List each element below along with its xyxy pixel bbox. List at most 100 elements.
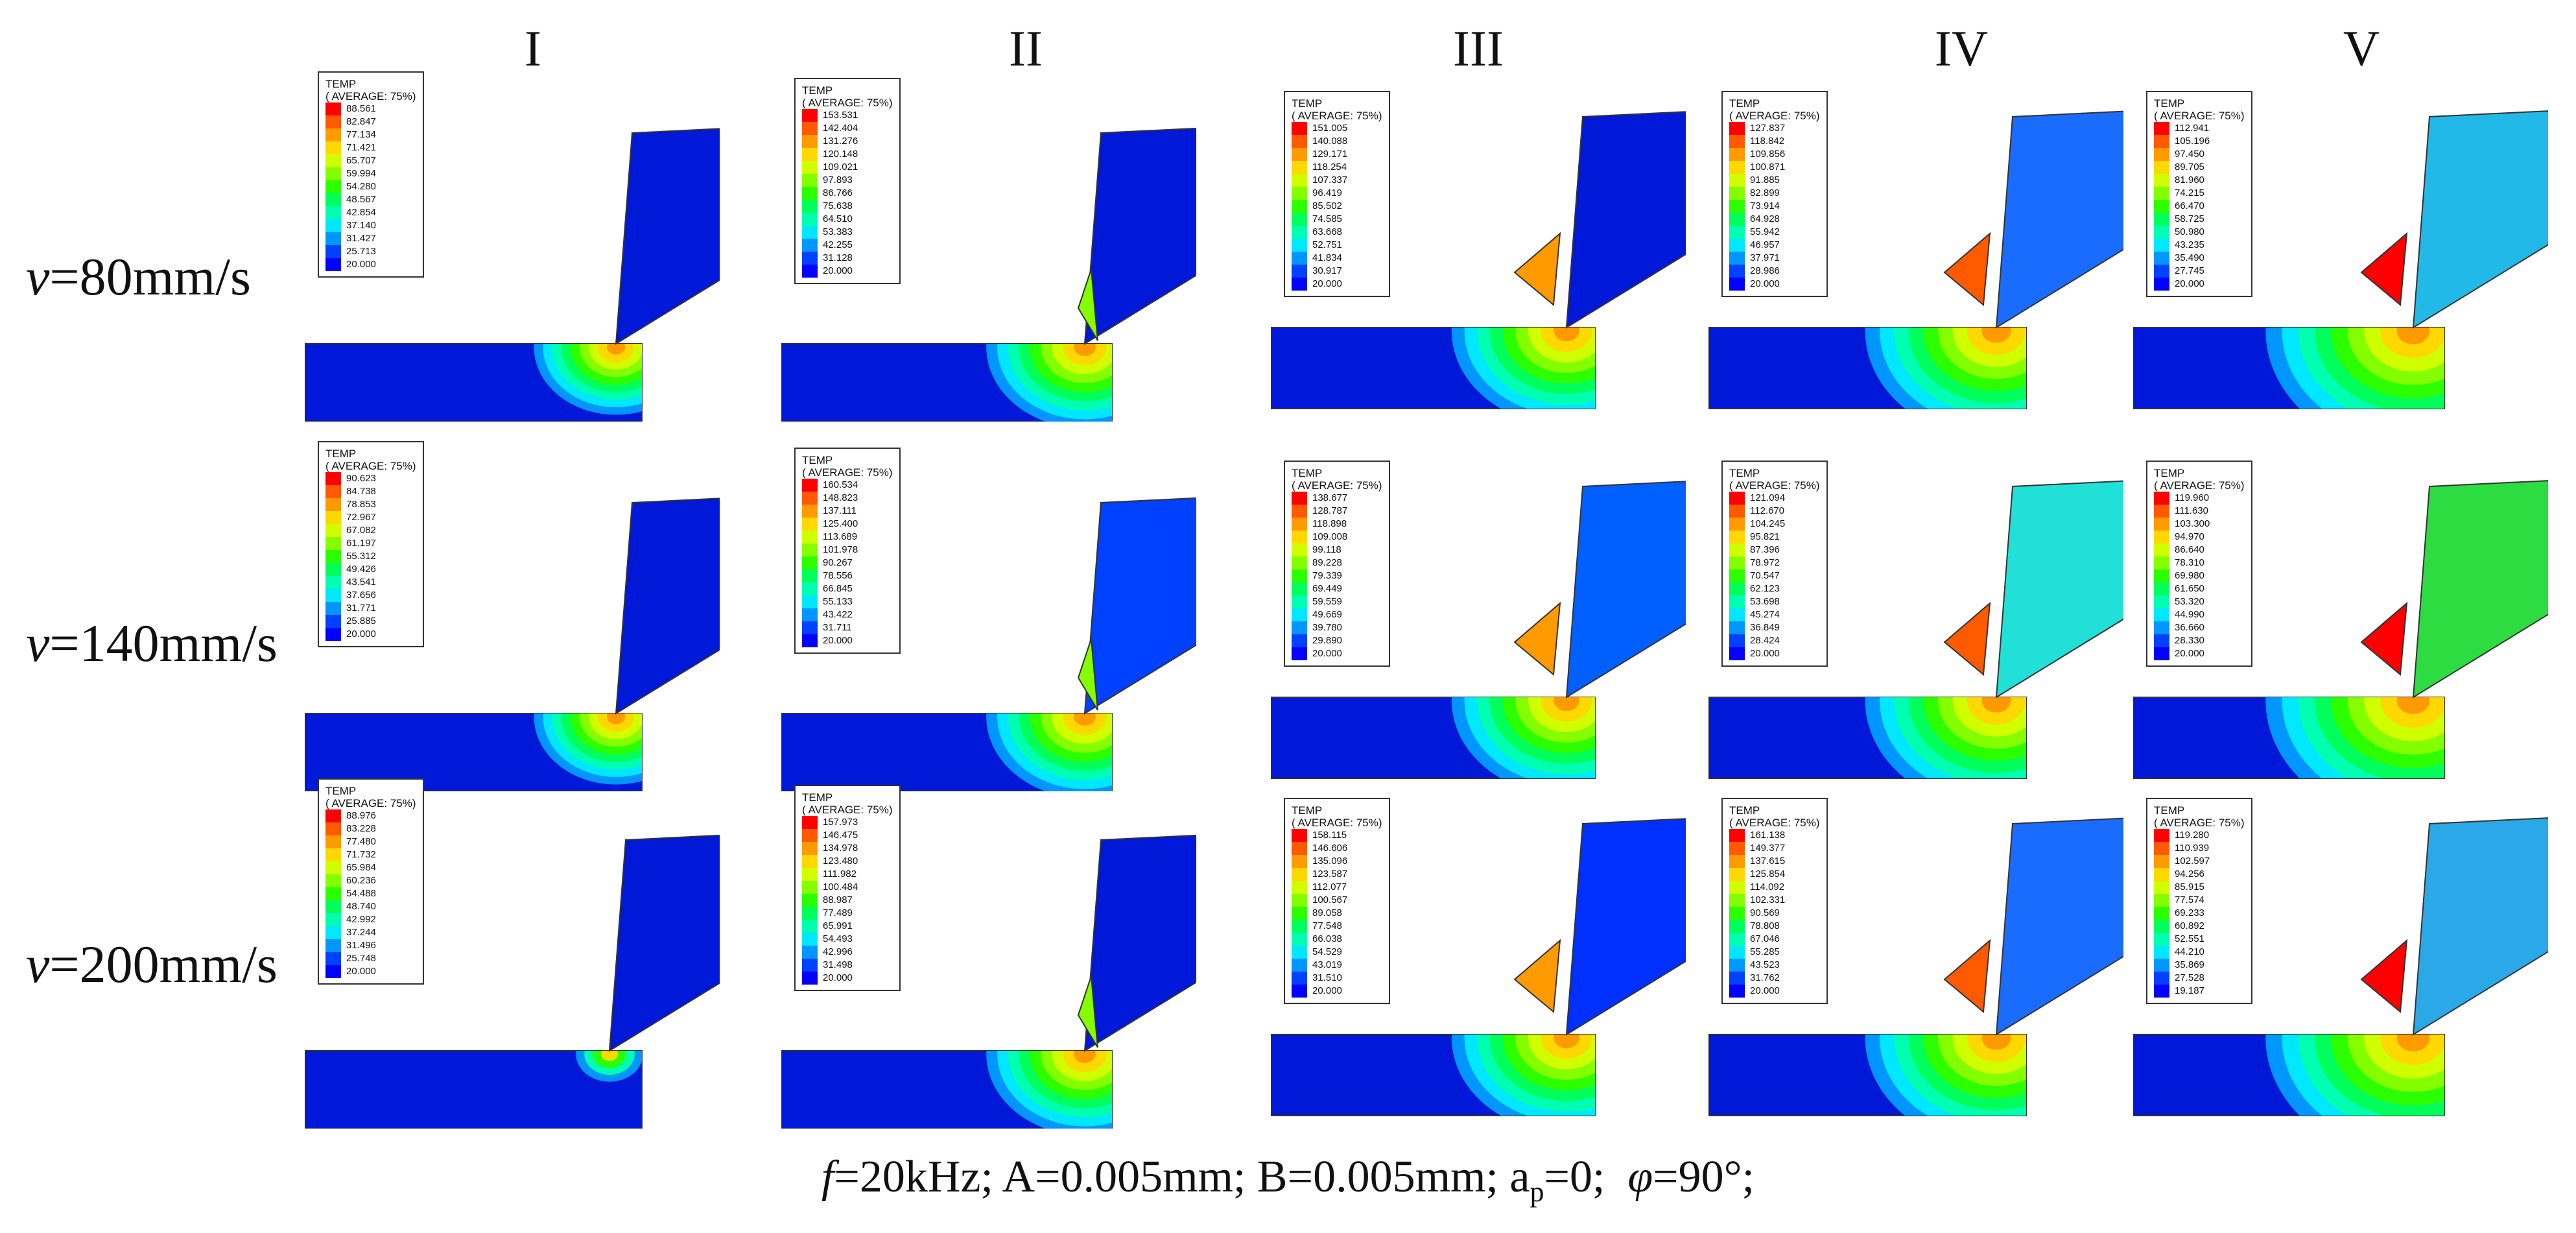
legend-value: 78.808 (1750, 920, 1780, 931)
legend-value: 137.615 (1750, 856, 1786, 867)
legend-value: 27.528 (2175, 972, 2204, 983)
contour-plot (1708, 809, 2154, 1116)
legend-value: 28.986 (1750, 265, 1780, 276)
legend-value: 70.547 (1750, 570, 1780, 581)
temperature-legend: TEMP( AVERAGE: 75%) 158.115 146.606 135.096… (1284, 798, 1390, 1004)
sim-panel-r1-c2: TEMP( AVERAGE: 75%) 153.531 142.404 131.276… (781, 78, 1242, 422)
legend-value: 97.893 (823, 174, 853, 186)
legend-title: TEMP (1292, 467, 1323, 479)
legend-value: 60.236 (346, 875, 376, 886)
separated-chip (1513, 601, 1561, 676)
legend-value: 37.971 (1750, 252, 1780, 263)
separated-chip (1513, 232, 1561, 306)
cutting-tool (1083, 125, 1235, 345)
legend-value: 120.148 (823, 149, 858, 160)
legend-value: 102.331 (1750, 894, 1786, 905)
cutting-tool (1995, 109, 2147, 329)
legend-value: 31.771 (346, 603, 376, 614)
legend-value: 28.330 (2175, 635, 2204, 646)
contour-plot (1708, 472, 2154, 779)
legend-color-bar (1292, 122, 1307, 291)
legend-value: 48.567 (346, 194, 376, 205)
legend-value: 20.000 (2175, 278, 2204, 289)
sim-panel-r2-c1: TEMP( AVERAGE: 75%) 90.623 84.738 78.853 72.… (304, 441, 774, 792)
legend-value: 42.255 (823, 239, 853, 250)
legend-value: 95.821 (1750, 531, 1780, 542)
legend-value: 123.480 (823, 856, 858, 867)
legend-title: TEMP (325, 785, 357, 797)
legend-title: TEMP (325, 448, 357, 460)
contour-plot (2133, 102, 2571, 409)
separated-chip (2360, 232, 2408, 306)
separated-chip (2360, 601, 2408, 676)
legend-value: 118.842 (1750, 136, 1785, 147)
temperature-legend: TEMP( AVERAGE: 75%) 121.094 112.670 104.245… (1721, 461, 1828, 667)
temperature-legend: TEMP( AVERAGE: 75%) 157.973 146.475 134.978… (794, 785, 901, 991)
separated-chip (1943, 232, 1991, 306)
cutting-tool (1083, 495, 1235, 715)
legend-value: 31.496 (346, 940, 376, 951)
row-header-speed-200: v=200mm/s (26, 935, 278, 994)
legend-value: 85.915 (2175, 881, 2204, 892)
temperature-legend: TEMP( AVERAGE: 75%) 161.138 149.377 137.615… (1721, 798, 1828, 1004)
legend-value: 74.215 (2175, 187, 2204, 198)
legend-value: 85.502 (1312, 200, 1342, 211)
sim-panel-r2-c3: TEMP( AVERAGE: 75%) 138.677 128.787 118.898… (1270, 461, 1724, 791)
legend-value: 53.320 (2175, 596, 2204, 607)
legend-value: 110.939 (2175, 843, 2210, 854)
legend-value: 74.585 (1312, 213, 1342, 224)
legend-subtitle: ( AVERAGE: 75%) (325, 460, 416, 472)
legend-color-bar (325, 809, 341, 978)
legend-value: 46.957 (1750, 239, 1780, 250)
legend-value: 73.914 (1750, 200, 1780, 211)
chip-root (1077, 638, 1098, 711)
contour-plot (2133, 809, 2571, 1116)
legend-value: 109.021 (823, 162, 858, 173)
legend-value: 36.849 (1750, 622, 1780, 633)
legend-color-bar (2154, 492, 2169, 660)
legend-value: 39.780 (1312, 622, 1342, 633)
legend-value: 84.738 (346, 486, 376, 497)
sim-panel-r3-c1: TEMP( AVERAGE: 75%) 88.976 83.228 77.480 71.… (304, 778, 767, 1129)
legend-value: 66.845 (823, 583, 853, 594)
legend-value: 69.980 (2175, 570, 2204, 581)
legend-value: 55.133 (823, 596, 853, 607)
legend-value: 43.523 (1750, 959, 1780, 970)
column-header-2: II (1009, 20, 1043, 77)
legend-value: 45.274 (1750, 609, 1780, 620)
legend-value: 79.339 (1312, 570, 1342, 581)
legend-value: 31.128 (823, 252, 853, 263)
temperature-legend: TEMP( AVERAGE: 75%) 119.960 111.630 103.300… (2146, 461, 2252, 667)
temperature-field (534, 344, 642, 415)
legend-value: 43.541 (346, 577, 376, 588)
legend-value: 20.000 (1312, 278, 1342, 289)
legend-value: 129.171 (1312, 149, 1348, 160)
legend-value: 25.748 (346, 953, 376, 964)
legend-value: 28.424 (1750, 635, 1780, 646)
legend-title: TEMP (325, 78, 357, 90)
legend-value: 104.245 (1750, 518, 1786, 529)
temperature-field (1451, 697, 1595, 778)
legend-value: 41.834 (1312, 252, 1342, 263)
legend-title: TEMP (1729, 467, 1760, 479)
legend-value: 19.187 (2175, 985, 2204, 996)
legend-value: 119.280 (2175, 830, 2210, 841)
legend-value: 59.559 (1312, 596, 1342, 607)
legend-color-bar (1292, 492, 1307, 660)
legend-value: 64.510 (823, 213, 853, 224)
legend-value: 146.606 (1312, 843, 1348, 854)
legend-value: 87.396 (1750, 544, 1780, 555)
legend-value: 60.892 (2175, 920, 2204, 931)
temperature-legend: TEMP( AVERAGE: 75%) 112.941 105.196 97.450 8… (2146, 91, 2252, 297)
legend-value: 77.574 (2175, 894, 2204, 905)
legend-value: 31.510 (1312, 972, 1342, 983)
legend-color-bar (2154, 829, 2169, 998)
legend-value: 125.400 (823, 518, 858, 529)
legend-value: 52.751 (1312, 239, 1342, 250)
chip-root (1077, 976, 1098, 1048)
temperature-field (2265, 328, 2444, 409)
legend-subtitle: ( AVERAGE: 75%) (802, 804, 893, 816)
legend-value: 30.917 (1312, 265, 1342, 276)
legend-value: 65.707 (346, 155, 376, 166)
legend-value: 107.337 (1312, 174, 1348, 186)
